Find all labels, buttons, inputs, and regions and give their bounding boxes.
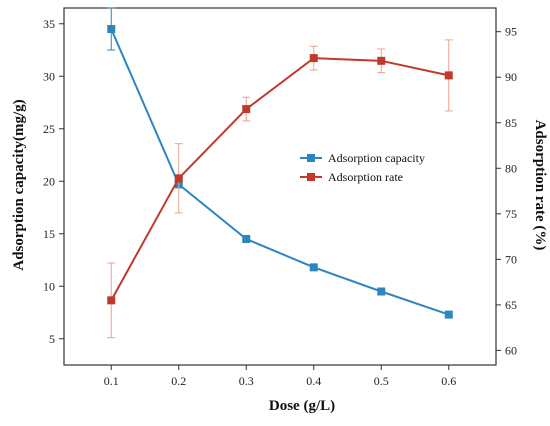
y-right-tick-label: 60 <box>505 343 517 357</box>
series-2 <box>107 39 453 339</box>
data-point <box>309 54 318 63</box>
y-right-tick-label: 65 <box>505 298 517 312</box>
plot-frame <box>63 7 497 366</box>
data-point <box>107 25 116 33</box>
data-point <box>377 56 386 65</box>
plot-border <box>63 7 497 366</box>
data-point <box>107 296 116 305</box>
data-point <box>242 105 251 114</box>
x-tick-label: 0.6 <box>441 374 456 388</box>
y-right-tick-label: 80 <box>505 161 517 175</box>
data-point <box>242 235 251 243</box>
y-axis-right-title: Adsorption rate (%) <box>532 120 548 251</box>
y-right-tick-label: 70 <box>505 252 517 266</box>
legend: Adsorption capacity Adsorption rate <box>300 151 425 184</box>
y-axis-right: 60 65 70 75 80 85 90 95 <box>496 25 517 357</box>
data-point <box>174 174 183 183</box>
y-left-tick-label: 15 <box>43 227 55 241</box>
data-point <box>309 263 318 272</box>
x-tick-label: 0.1 <box>104 374 119 388</box>
series-line <box>110 57 449 301</box>
y-right-tick-label: 85 <box>505 116 517 130</box>
legend-marker <box>307 173 315 181</box>
legend-label: Adsorption capacity <box>328 151 425 165</box>
y-left-tick-label: 25 <box>43 122 55 136</box>
y-left-tick-label: 10 <box>43 279 55 293</box>
y-axis-left: 5 10 15 20 25 30 35 <box>43 17 64 346</box>
series-layer <box>107 7 453 339</box>
legend-marker <box>307 154 315 162</box>
x-tick-label: 0.2 <box>171 374 186 388</box>
legend-label: Adsorption rate <box>328 170 403 184</box>
data-point <box>377 287 386 296</box>
x-axis: 0.1 0.2 0.3 0.4 0.5 0.6 <box>104 365 456 388</box>
data-point <box>444 71 453 80</box>
y-right-tick-label: 95 <box>505 25 517 39</box>
data-point <box>444 310 453 319</box>
y-left-tick-label: 20 <box>43 174 55 188</box>
series-1 <box>107 7 453 319</box>
x-tick-label: 0.3 <box>239 374 254 388</box>
y-left-tick-label: 5 <box>49 332 55 346</box>
y-left-tick-label: 30 <box>43 69 55 83</box>
y-right-tick-label: 75 <box>505 207 517 221</box>
x-tick-label: 0.4 <box>306 374 321 388</box>
x-axis-title: Dose (g/L) <box>269 398 335 414</box>
x-tick-label: 0.5 <box>374 374 389 388</box>
y-axis-left-title: Adsorption capacity(mg/g) <box>11 99 27 270</box>
y-right-tick-label: 90 <box>505 70 517 84</box>
y-left-tick-label: 35 <box>43 17 55 31</box>
series-line <box>110 28 450 316</box>
